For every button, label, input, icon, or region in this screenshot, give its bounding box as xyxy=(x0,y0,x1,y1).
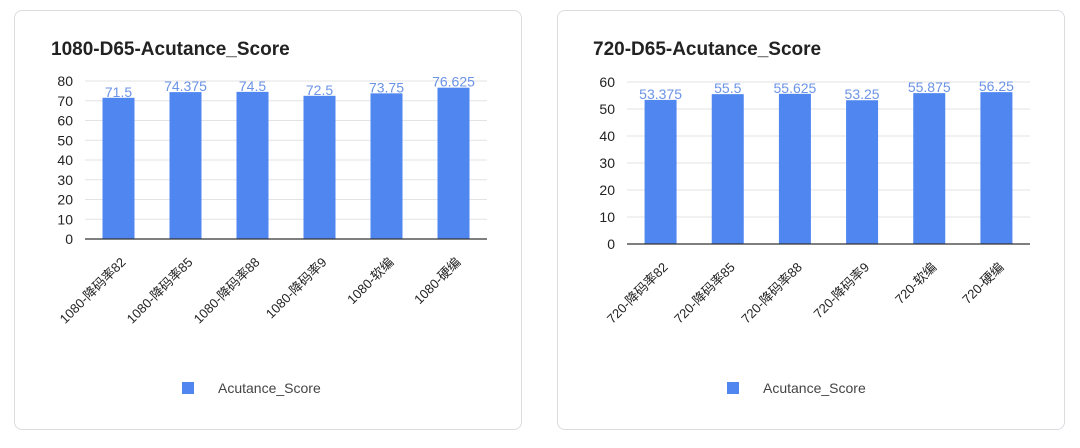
legend-swatch xyxy=(727,382,739,394)
x-tick-label: 720-降码率82 xyxy=(604,260,671,327)
y-tick-label: 50 xyxy=(599,101,615,117)
x-tick-label: 1080-降码率9 xyxy=(263,255,330,322)
x-tick-label: 1080-降码率85 xyxy=(124,255,196,327)
chart-1080-svg: 1080-D65-Acutance_Score 0 10 20 30 40 50 60 70 80… xyxy=(51,39,487,396)
y-tick-label: 20 xyxy=(599,182,615,198)
x-tick-label: 720-降码率88 xyxy=(738,260,805,327)
legend-swatch xyxy=(182,382,194,394)
data-label: 73.75 xyxy=(369,79,404,95)
bar xyxy=(644,99,677,244)
y-tick-label: 20 xyxy=(57,192,73,208)
y-tick-label: 30 xyxy=(57,172,73,188)
bar xyxy=(778,93,811,244)
bar xyxy=(370,93,403,239)
data-label: 74.5 xyxy=(239,78,266,94)
chart-panel-1080: 1080-D65-Acutance_Score 0 10 20 30 40 50 60 70 80… xyxy=(14,10,522,430)
data-label: 55.625 xyxy=(774,80,817,96)
y-tick-label: 60 xyxy=(599,74,615,90)
x-tick-label: 720-软编 xyxy=(892,260,939,307)
data-label: 53.25 xyxy=(845,86,880,102)
bar xyxy=(913,93,946,244)
x-tick-label: 720-硬编 xyxy=(959,260,1006,307)
legend-label: Acutance_Score xyxy=(763,380,866,396)
data-label: 76.625 xyxy=(432,74,475,90)
chart-title: 1080-D65-Acutance_Score xyxy=(51,39,290,60)
data-label: 72.5 xyxy=(306,82,333,98)
y-tick-label: 60 xyxy=(57,113,73,129)
x-tick-label: 720-降码率85 xyxy=(671,260,738,327)
bar xyxy=(169,92,202,239)
y-tick-label: 50 xyxy=(57,132,73,148)
y-tick-label: 0 xyxy=(607,236,615,252)
bar xyxy=(303,95,336,239)
y-tick-label: 0 xyxy=(65,231,73,247)
data-label: 55.875 xyxy=(908,79,951,95)
chart-720-svg: 720-D65-Acutance_Score 0 10 20 30 40 50 60 53.37… xyxy=(593,39,1030,396)
data-label: 55.5 xyxy=(714,80,741,96)
y-tick-label: 80 xyxy=(57,73,73,89)
legend-label: Acutance_Score xyxy=(218,380,321,396)
y-tick-label: 10 xyxy=(57,211,73,227)
y-tick-label: 10 xyxy=(599,209,615,225)
x-tick-label: 1080-软编 xyxy=(344,255,397,308)
y-tick-label: 40 xyxy=(57,152,73,168)
data-label: 56.25 xyxy=(979,78,1014,94)
x-tick-label: 1080-降码率88 xyxy=(191,255,263,327)
bar xyxy=(437,87,470,240)
chart-panel-720: 720-D65-Acutance_Score 0 10 20 30 40 50 60 53.37… xyxy=(557,10,1065,430)
y-tick-label: 30 xyxy=(599,155,615,171)
y-tick-label: 70 xyxy=(57,93,73,109)
y-tick-label: 40 xyxy=(599,128,615,144)
x-tick-label: 1080-降码率82 xyxy=(57,255,129,327)
bar xyxy=(711,94,744,245)
x-tick-label: 1080-硬编 xyxy=(411,255,464,308)
x-tick-label: 720-降码率9 xyxy=(811,260,873,322)
bar xyxy=(980,92,1013,244)
bar xyxy=(846,100,879,244)
data-label: 74.375 xyxy=(164,78,207,94)
data-label: 71.5 xyxy=(105,84,132,100)
data-label: 53.375 xyxy=(639,86,682,102)
bar xyxy=(102,97,135,239)
chart-title: 720-D65-Acutance_Score xyxy=(593,39,821,60)
bar xyxy=(236,91,269,239)
